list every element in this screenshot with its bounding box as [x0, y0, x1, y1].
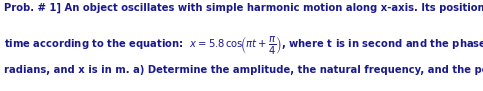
Text: radians, and x is in m. a) Determine the amplitude, the natural frequency, and t: radians, and x is in m. a) Determine the… — [4, 65, 483, 75]
Text: time according to the equation:  $x = 5.8\,\mathrm{cos}\!\left(\pi t + \dfrac{\p: time according to the equation: $x = 5.8… — [4, 34, 483, 56]
Text: Prob. # 1] An object oscillates with simple harmonic motion along x-axis. Its po: Prob. # 1] An object oscillates with sim… — [4, 3, 483, 13]
